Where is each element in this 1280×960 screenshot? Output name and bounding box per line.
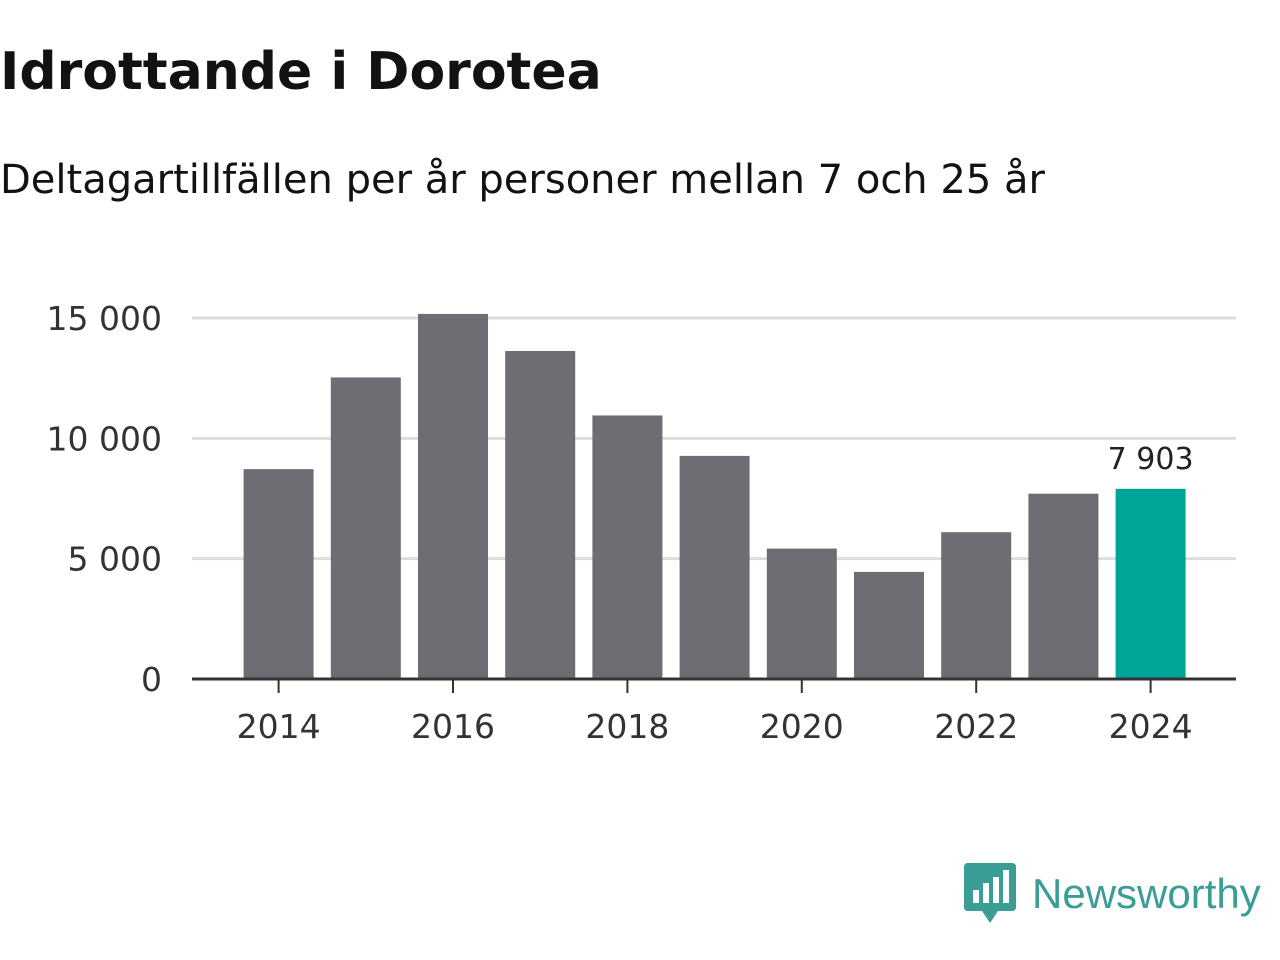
bar-2017 — [505, 350, 576, 679]
newsworthy-logo-icon — [964, 863, 1016, 923]
labels: 0 5 000 10 000 15 000 2014 2016 2018 2020 2022 20… — [47, 299, 1194, 746]
bar-2021 — [854, 571, 924, 679]
bar-2022 — [941, 532, 1012, 679]
x-tick-label: 2020 — [760, 707, 844, 746]
bar-2018 — [592, 415, 663, 679]
x-tick-label: 2018 — [585, 707, 669, 746]
bars — [243, 313, 1186, 679]
data-label: 7 903 — [1108, 442, 1194, 477]
bar-chart: 0 5 000 10 000 15 000 2014 2016 2018 2020 2022 20… — [47, 299, 1236, 746]
x-tick-label: 2014 — [237, 707, 321, 746]
brand-logo: Newsworthy — [964, 862, 1261, 926]
y-tick-label: 15 000 — [47, 299, 162, 338]
bar-2020 — [766, 548, 837, 679]
x-tick-label: 2024 — [1109, 707, 1193, 746]
x-tick-label: 2016 — [411, 707, 495, 746]
bar-2016 — [418, 313, 488, 679]
y-tick-label: 10 000 — [47, 419, 162, 458]
x-tick-label: 2022 — [934, 707, 1018, 746]
bar-2015 — [330, 377, 401, 679]
bar-2019 — [679, 455, 750, 679]
axes — [192, 677, 1236, 693]
y-tick-label: 5 000 — [68, 540, 162, 579]
bar-2014 — [243, 469, 314, 679]
y-tick-label: 0 — [141, 660, 162, 699]
bar-2023 — [1028, 493, 1099, 679]
chart-title: Idrottande i Dorotea — [0, 42, 602, 102]
chart-subtitle: Deltagartillfällen per år personer mella… — [0, 157, 1045, 203]
brand-name: Newsworthy — [1032, 870, 1261, 917]
bar-2024 — [1115, 488, 1186, 679]
